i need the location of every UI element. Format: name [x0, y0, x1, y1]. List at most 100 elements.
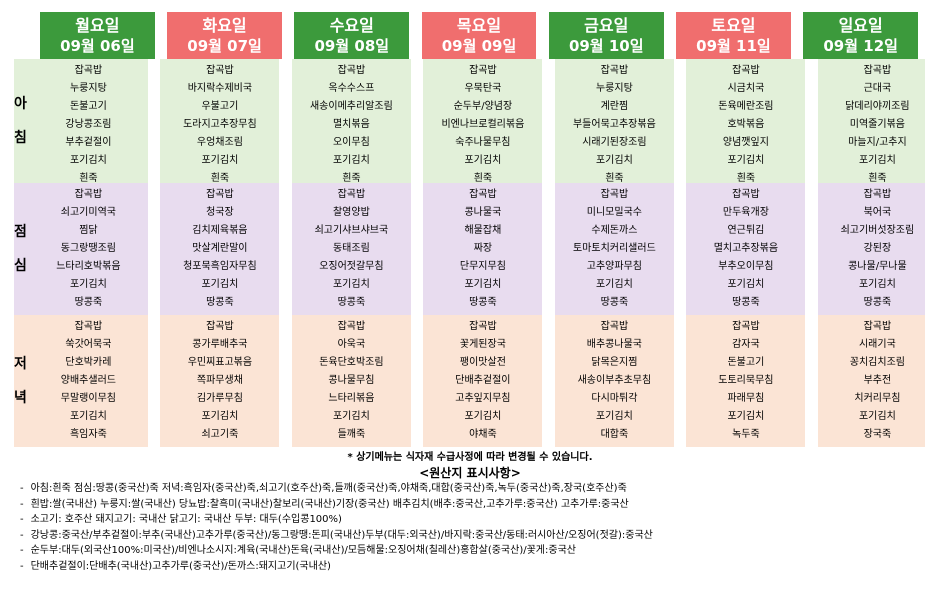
- day-date: 09월 06일: [60, 36, 135, 55]
- menu-cell: 잡곡밥 콩가루배추국 우민찌표고볶음 쪽파무생채 김가루무침 포기김치 쇠고기죽: [160, 315, 280, 447]
- menu-item: 땅콩죽: [600, 297, 629, 308]
- menu-item: 무말랭이무침: [60, 393, 116, 404]
- menu-item: 포기김치: [201, 279, 239, 290]
- day-header: 토요일 09월 11일: [676, 12, 791, 59]
- menu-item: 꽁치김치조림: [849, 357, 905, 368]
- menu-cell: 잡곡밥 아욱국 돈육단호박조림 콩나물무침 느타리볶음 포기김치 들깨죽: [291, 315, 411, 447]
- menu-cell: 잡곡밥 우묵탄국 순두부/양념장 비엔나브로컬리볶음 숙주나물무침 포기김치 흰죽: [423, 59, 543, 184]
- change-notice: * 상기메뉴는 식자재 수급사정에 따라 변경될 수 있습니다.: [347, 452, 593, 463]
- menu-item: 포기김치: [332, 279, 370, 290]
- weekly-menu-table: 월요일 09월 06일 화요일 09월 07일 수요일 09월 08일 목요일 09월 09일…: [14, 12, 925, 447]
- menu-item: 우엉채조림: [196, 137, 243, 148]
- menu-item: 우민찌표고볶음: [187, 357, 253, 368]
- menu-item: 흰죽: [342, 173, 361, 184]
- menu-item: 들깨죽: [337, 429, 366, 440]
- menu-item: 땅콩죽: [732, 297, 760, 308]
- menu-item: 새송이부추초무침: [577, 375, 652, 386]
- menu-item: 순두부/양념장: [453, 101, 513, 112]
- day-date: 09월 08일: [314, 36, 390, 55]
- menu-item: 멸치볶음: [332, 119, 370, 130]
- menu-cell: 잡곡밥 누룽지탕 돈불고기 강낭콩조림 부추겉절이 포기김치 흰죽: [28, 59, 148, 184]
- menu-item: 근대국: [863, 83, 892, 94]
- day-header: 화요일 09월 07일: [167, 12, 282, 59]
- menu-item: 오이무침: [332, 137, 370, 148]
- menu-item: 만두육개장: [722, 207, 769, 218]
- menu-item: 우불고기: [201, 101, 239, 112]
- menu-cell: 잡곡밥 북어국 쇠고기버섯장조림 강된장 콩나물/무나물 포기김치 땅콩죽: [817, 183, 925, 315]
- menu-item: 포기김치: [464, 155, 502, 166]
- day-name: 토요일: [711, 15, 756, 35]
- menu-cell: 잡곡밥 꽃게된장국 팽이맛살전 단배추겉절이 고추잎지무침 포기김치 야채죽: [423, 315, 543, 447]
- day-header: 수요일 09월 08일: [294, 12, 410, 59]
- menu-item: 다시마튀각: [591, 393, 638, 404]
- menu-item: 잡곡밥: [732, 65, 760, 76]
- menu-item: 잡곡밥: [732, 321, 760, 332]
- menu-cell: 잡곡밥 옥수수스프 새송이메추리알조림 멸치볶음 오이무침 포기김치 흰죽: [291, 59, 411, 184]
- menu-item: 돈육단호박조림: [319, 357, 384, 368]
- menu-item: 단무지무침: [459, 261, 506, 272]
- menu-item: 잡곡밥: [469, 321, 497, 332]
- meal-row-dinner: 저 녁 잡곡밥 쑥갓어묵국 단호박카레 양배추샐러드 무말랭이무침 포기김치 흑임자죽 잡곡밥 콩가…: [14, 315, 925, 447]
- origin-title: <원산지 표시사항>: [419, 466, 521, 480]
- menu-item: 땅콩죽: [206, 297, 234, 308]
- menu-item: 포기김치: [464, 411, 502, 422]
- day-name: 금요일: [584, 15, 629, 35]
- menu-item: 부추전: [863, 375, 892, 386]
- menu-cell: 잡곡밥 찰영양밥 쇠고기샤브샤브국 동태조림 오징어젓갈무침 포기김치 땅콩죽: [291, 183, 411, 315]
- menu-item: 쇠고기샤브샤브국: [314, 225, 389, 236]
- menu-item: 잡곡밥: [206, 321, 234, 332]
- menu-item: 계란찜: [600, 101, 629, 112]
- menu-item: 녹두죽: [732, 429, 760, 440]
- menu-item: 잡곡밥: [337, 189, 366, 200]
- menu-item: 찜닭: [79, 225, 98, 236]
- menu-item: 양념깻잎지: [722, 137, 769, 148]
- menu-item: 우묵탄국: [464, 83, 502, 94]
- menu-item: 강된장: [863, 243, 892, 254]
- menu-item: 포기김치: [69, 411, 107, 422]
- notes-section: * 상기메뉴는 식자재 수급사정에 따라 변경될 수 있습니다. <원산지 표시…: [20, 450, 910, 575]
- menu-item: 대합죽: [600, 429, 629, 440]
- menu-item: 시래기국: [858, 339, 896, 350]
- menu-item: 강낭콩조림: [65, 119, 112, 130]
- menu-item: 포기김치: [69, 279, 107, 290]
- menu-item: 김가루무침: [196, 393, 243, 404]
- menu-item: 토마토치커리샐러드: [572, 243, 656, 254]
- menu-item: 땅콩죽: [337, 297, 366, 308]
- menu-item: 연근튀김: [727, 225, 765, 236]
- menu-item: 포기김치: [595, 155, 633, 166]
- menu-item: 흰죽: [210, 173, 230, 184]
- menu-item: 포기김치: [201, 155, 239, 166]
- menu-cell: 잡곡밥 누룽지탕 계란찜 부들어묵고추장볶음 시래기된장조림 포기김치 흰죽: [554, 59, 674, 184]
- day-name: 목요일: [456, 15, 502, 35]
- menu-item: 단호박카레: [65, 357, 112, 368]
- menu-item: 오징어젓갈무침: [319, 261, 384, 272]
- meal-label-char: 아: [14, 96, 29, 112]
- menu-item: 흑임자죽: [69, 429, 107, 440]
- menu-item: 북어국: [863, 207, 892, 218]
- menu-item: 땅콩죽: [469, 297, 497, 308]
- menu-item: 흰죽: [868, 173, 887, 184]
- menu-item: 단배추겉절이: [455, 375, 511, 386]
- menu-item: 비엔나브로컬리볶음: [441, 119, 525, 130]
- menu-item: 시금치국: [727, 83, 765, 94]
- menu-item: 포기김치: [727, 411, 765, 422]
- menu-cell: 잡곡밥 바지락수제비국 우불고기 도라지고추장무침 우엉채조림 포기김치 흰죽: [160, 59, 280, 184]
- menu-item: 마늘지/고추지: [848, 137, 907, 148]
- menu-cell: 잡곡밥 시금치국 돈육메란조림 호박볶음 양념깻잎지 포기김치 흰죽: [686, 59, 806, 184]
- menu-item: 잡곡밥: [863, 321, 892, 332]
- menu-item: 부들어묵고추장볶음: [572, 119, 656, 130]
- menu-item: 짜장: [473, 243, 493, 254]
- menu-item: 잡곡밥: [863, 65, 892, 76]
- menu-item: 잡곡밥: [74, 321, 103, 332]
- menu-item: 돈육메란조림: [718, 101, 774, 112]
- meal-row-breakfast: 아 침 잡곡밥 누룽지탕 돈불고기 강낭콩조림 부추겉절이 포기김치 흰죽 잡곡밥 바지락수제비국 우…: [14, 59, 925, 184]
- origin-line: 강낭콩:중국산/부추겉절이:부추(국내산)고추가루(중국산)/동그랑땡:돈피(국…: [20, 528, 910, 544]
- origin-line: 소고기: 호주산 돼지고기: 국내산 닭고기: 국내산 두부: 대두(수입콩10…: [20, 512, 910, 528]
- menu-item: 잡곡밥: [469, 189, 497, 200]
- menu-item: 콩나물국: [464, 207, 502, 218]
- menu-item: 미니모밀국수: [586, 207, 642, 218]
- meal-label-char: 심: [14, 258, 29, 274]
- menu-item: 동태조림: [332, 243, 370, 254]
